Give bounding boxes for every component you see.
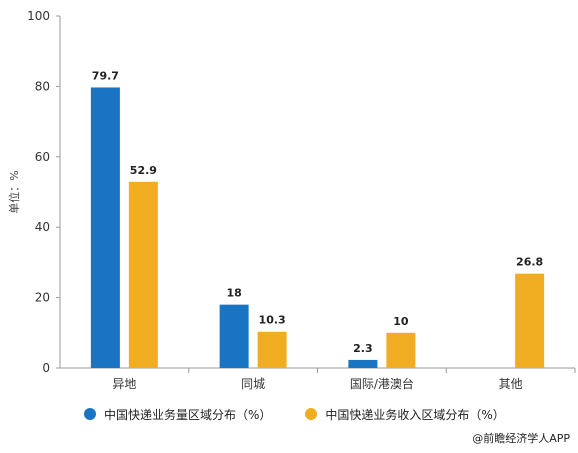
data-label: 18 — [226, 287, 241, 300]
bar-revenue — [515, 273, 545, 368]
bar-revenue — [128, 181, 158, 368]
data-label: 2.3 — [353, 342, 373, 355]
legend-label-revenue: 中国快递业务收入区域分布（%） — [325, 407, 505, 422]
legend-item-volume: 中国快递业务量区域分布（%） — [84, 406, 271, 423]
x-tick-label: 其他 — [499, 377, 523, 391]
bar-revenue — [386, 332, 416, 368]
legend-swatch-revenue — [305, 408, 318, 420]
y-tick-label: 40 — [35, 220, 50, 234]
data-label: 52.9 — [130, 164, 157, 177]
source-credit: @前瞻经济学人APP — [472, 432, 570, 445]
data-label: 10 — [393, 315, 409, 328]
x-tick-label: 异地 — [112, 377, 136, 391]
legend-item-revenue: 中国快递业务收入区域分布（%） — [305, 406, 505, 423]
y-tick-label: 20 — [35, 291, 50, 305]
data-label: 26.8 — [516, 256, 543, 269]
data-label: 79.7 — [92, 69, 119, 82]
x-tick-label: 同城 — [241, 377, 265, 391]
bar-volume — [90, 87, 120, 369]
legend-swatch-volume — [84, 408, 96, 420]
bar-volume — [219, 304, 249, 368]
bar-revenue — [257, 331, 287, 368]
bar-volume — [348, 359, 378, 368]
x-tick-label: 国际/港澳台 — [350, 376, 414, 391]
y-tick-label: 60 — [35, 150, 50, 164]
legend-label-volume: 中国快递业务量区域分布（%） — [104, 407, 272, 422]
y-tick-label: 0 — [42, 361, 50, 375]
y-tick-label: 100 — [27, 9, 50, 23]
data-label: 10.3 — [259, 314, 286, 327]
y-axis-label: 单位：% — [7, 170, 21, 213]
y-tick-label: 80 — [35, 79, 50, 93]
legend: 中国快递业务量区域分布（%） 中国快递业务收入区域分布（%） — [84, 404, 539, 424]
